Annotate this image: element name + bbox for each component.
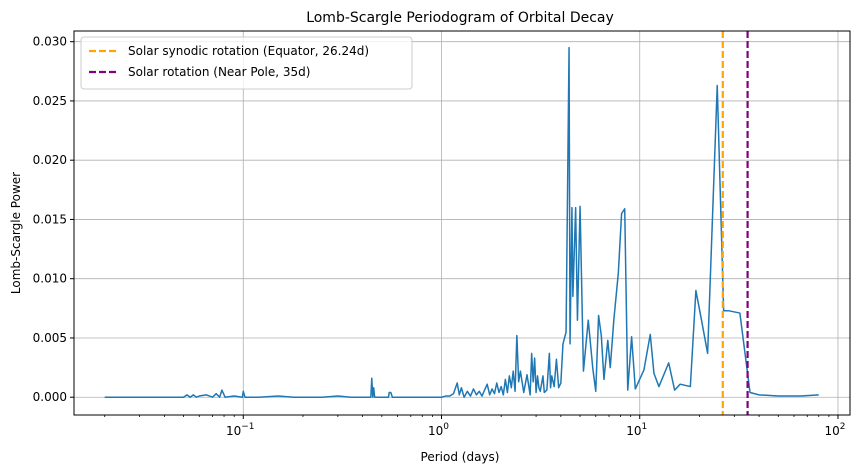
- legend: Solar synodic rotation (Equator, 26.24d)…: [80, 36, 413, 90]
- legend-box: [80, 36, 413, 90]
- x-tick-label: 102: [824, 422, 845, 438]
- series-line-periodogram: [104, 46, 819, 398]
- y-tick-label: 0.010: [33, 272, 67, 286]
- axis-ticks: 0.000 0.005 0.010 0.015 0.020 0.025 0.030 10−1 1…: [33, 35, 846, 438]
- y-tick-label: 0.015: [33, 212, 67, 226]
- x-tick-label: 10−1: [226, 422, 255, 438]
- y-tick-label: 0.000: [33, 390, 67, 404]
- x-tick-label: 101: [626, 422, 647, 438]
- y-tick-label: 0.020: [33, 153, 67, 167]
- y-axis-label: Lomb-Scargle Power: [9, 172, 23, 294]
- legend-entry-label: Solar rotation (Near Pole, 35d): [128, 65, 310, 79]
- y-tick-label: 0.025: [33, 94, 67, 108]
- plot-frame: [73, 30, 851, 416]
- x-tick-label: 100: [428, 422, 449, 438]
- series-layer: [104, 46, 819, 398]
- chart-title: Lomb-Scargle Periodogram of Orbital Deca…: [306, 10, 614, 26]
- reference-lines: [721, 31, 749, 415]
- x-axis-label: Period (days): [421, 450, 500, 464]
- y-tick-label: 0.030: [33, 35, 67, 49]
- y-tick-label: 0.005: [33, 331, 67, 345]
- legend-entry-label: Solar synodic rotation (Equator, 26.24d): [128, 44, 369, 58]
